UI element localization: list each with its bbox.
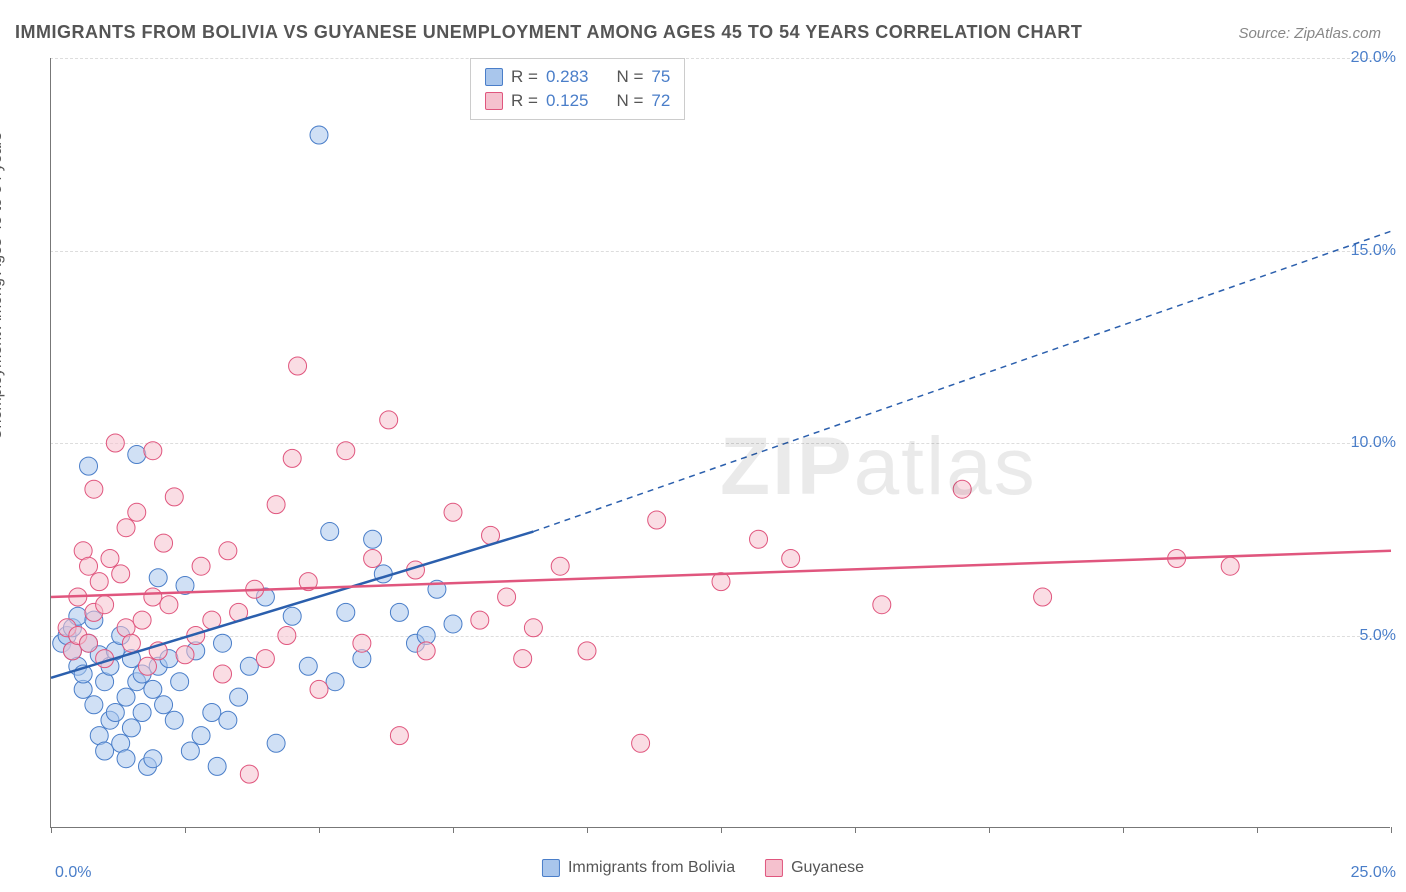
r-label: R = [511,67,538,87]
r-value: 0.283 [546,67,589,87]
x-axis-max-label: 25.0% [1351,864,1396,882]
legend-item-series1: Immigrants from Bolivia [542,859,735,877]
r-value: 0.125 [546,91,589,111]
n-value: 75 [651,67,670,87]
legend-row-series1: R = 0.283 N = 75 [485,65,670,89]
swatch-icon [542,859,560,877]
series-name: Immigrants from Bolivia [568,859,735,877]
correlation-legend: R = 0.283 N = 75 R = 0.125 N = 72 [470,58,685,120]
r-label: R = [511,91,538,111]
scatter-svg [51,58,1390,827]
n-value: 72 [651,91,670,111]
swatch-icon [485,68,503,86]
chart-title: IMMIGRANTS FROM BOLIVIA VS GUYANESE UNEM… [15,22,1082,43]
y-axis-label: Unemployment Among Ages 45 to 54 years [0,132,6,440]
source-label: Source: ZipAtlas.com [1238,25,1381,42]
series-name: Guyanese [791,859,864,877]
n-label: N = [616,67,643,87]
n-label: N = [616,91,643,111]
legend-row-series2: R = 0.125 N = 72 [485,89,670,113]
plot-area [50,58,1390,828]
swatch-icon [485,92,503,110]
swatch-icon [765,859,783,877]
legend-item-series2: Guyanese [765,859,864,877]
x-axis-min-label: 0.0% [55,864,91,882]
bottom-legend: Immigrants from Bolivia Guyanese [542,859,864,877]
